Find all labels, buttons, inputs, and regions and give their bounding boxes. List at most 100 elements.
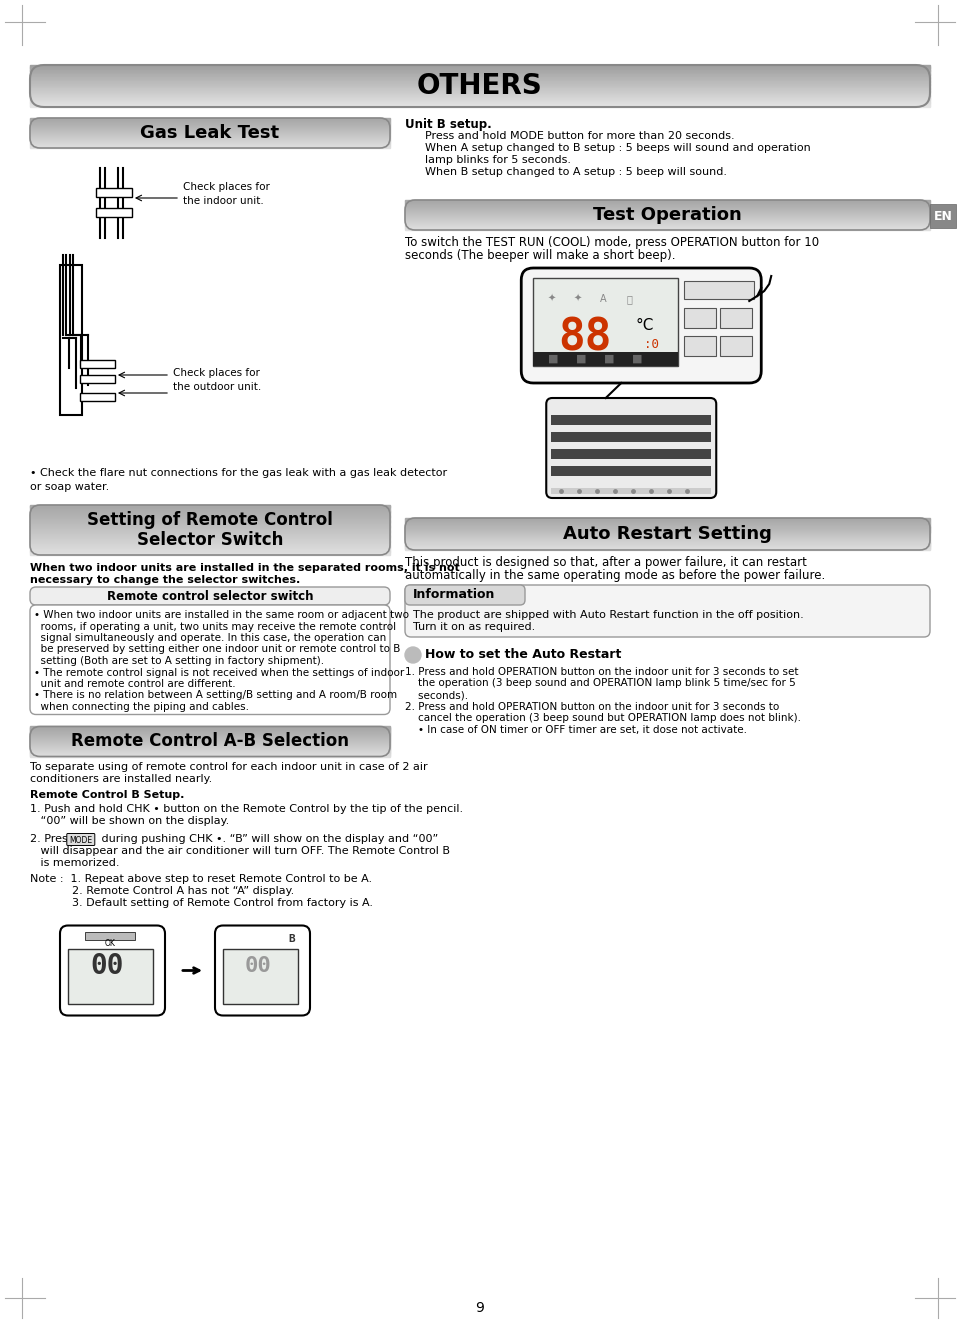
Bar bbox=[30, 522, 390, 525]
Bar bbox=[96, 188, 132, 197]
Text: Unit B setup.: Unit B setup. bbox=[405, 118, 492, 131]
Bar bbox=[405, 201, 930, 204]
Bar bbox=[405, 229, 930, 230]
Text: To switch the TEST RUN (COOL) mode, press OPERATION button for 10: To switch the TEST RUN (COOL) mode, pres… bbox=[405, 237, 819, 249]
Text: 9: 9 bbox=[475, 1301, 485, 1315]
Bar bbox=[405, 219, 930, 221]
Bar bbox=[405, 208, 930, 209]
Bar bbox=[405, 214, 930, 215]
Bar bbox=[30, 732, 390, 734]
Bar bbox=[30, 75, 930, 78]
Bar bbox=[30, 89, 930, 90]
Text: Test Operation: Test Operation bbox=[593, 206, 742, 223]
Bar bbox=[30, 87, 930, 89]
Bar bbox=[405, 520, 930, 521]
Bar bbox=[684, 282, 755, 299]
Bar bbox=[405, 213, 930, 215]
Bar bbox=[30, 508, 390, 510]
Bar bbox=[405, 206, 930, 208]
Bar bbox=[30, 122, 390, 123]
Bar bbox=[30, 512, 390, 513]
Bar bbox=[223, 948, 298, 1003]
Text: A: A bbox=[600, 293, 607, 304]
Bar bbox=[30, 739, 390, 740]
Text: ON/OFF: ON/OFF bbox=[700, 282, 738, 290]
Text: • Check the flare nut connections for the gas leak with a gas leak detector
or s: • Check the flare nut connections for th… bbox=[30, 468, 447, 492]
Bar bbox=[30, 73, 930, 75]
Bar bbox=[405, 543, 930, 545]
Bar bbox=[30, 97, 930, 99]
Bar bbox=[30, 742, 390, 743]
Bar bbox=[30, 732, 390, 735]
Bar bbox=[30, 506, 390, 509]
FancyBboxPatch shape bbox=[30, 605, 390, 714]
Text: seconds (The beeper will make a short beep).: seconds (The beeper will make a short be… bbox=[405, 249, 676, 262]
Bar bbox=[30, 726, 390, 727]
Bar bbox=[405, 200, 930, 201]
Bar bbox=[30, 137, 390, 139]
Bar bbox=[30, 525, 390, 526]
Bar bbox=[30, 65, 930, 66]
Bar bbox=[30, 147, 390, 148]
Text: When B setup changed to A setup : 5 beep will sound.: When B setup changed to A setup : 5 beep… bbox=[425, 167, 727, 177]
Bar bbox=[80, 360, 115, 368]
Text: unit and remote control are different.: unit and remote control are different. bbox=[34, 680, 235, 689]
FancyBboxPatch shape bbox=[405, 586, 525, 605]
Bar bbox=[405, 517, 930, 520]
Text: ✦: ✦ bbox=[573, 293, 582, 304]
Text: conditioners are installed nearly.: conditioners are installed nearly. bbox=[30, 775, 212, 784]
Bar bbox=[30, 144, 390, 145]
Bar bbox=[30, 740, 390, 742]
Bar bbox=[30, 539, 390, 542]
Bar bbox=[405, 533, 930, 534]
Bar bbox=[30, 530, 390, 531]
Bar bbox=[405, 212, 930, 213]
Bar bbox=[30, 754, 390, 755]
Text: To separate using of remote control for each indoor unit in case of 2 air: To separate using of remote control for … bbox=[30, 763, 427, 772]
Bar bbox=[30, 550, 390, 551]
Text: ■: ■ bbox=[576, 354, 587, 364]
Bar bbox=[405, 204, 930, 205]
Bar bbox=[30, 69, 930, 70]
Text: necessary to change the selector switches.: necessary to change the selector switche… bbox=[30, 575, 300, 586]
Bar bbox=[405, 205, 930, 206]
Bar bbox=[30, 102, 930, 104]
Bar bbox=[405, 209, 930, 212]
Bar bbox=[30, 93, 930, 94]
Bar bbox=[30, 119, 390, 122]
Bar bbox=[30, 730, 390, 731]
Bar bbox=[405, 521, 930, 522]
Bar bbox=[30, 534, 390, 537]
Bar bbox=[30, 746, 390, 747]
Bar bbox=[30, 98, 930, 100]
Bar bbox=[720, 336, 753, 356]
Bar bbox=[80, 375, 115, 383]
Bar bbox=[30, 126, 390, 127]
Bar bbox=[30, 100, 930, 103]
Bar bbox=[405, 545, 930, 546]
Bar bbox=[30, 127, 390, 130]
Text: ⏻: ⏻ bbox=[626, 293, 633, 304]
Bar bbox=[405, 227, 930, 229]
Bar bbox=[30, 119, 390, 120]
Bar bbox=[30, 738, 390, 739]
Bar bbox=[30, 747, 390, 748]
Bar bbox=[30, 728, 390, 730]
Bar bbox=[405, 525, 930, 526]
Bar bbox=[405, 534, 930, 537]
Bar bbox=[405, 222, 930, 223]
Bar bbox=[30, 509, 390, 512]
Text: ■: ■ bbox=[604, 354, 614, 364]
Bar bbox=[930, 204, 956, 227]
Bar bbox=[405, 529, 930, 531]
Bar bbox=[30, 728, 390, 731]
Bar bbox=[30, 746, 390, 747]
Bar bbox=[30, 742, 390, 743]
FancyBboxPatch shape bbox=[67, 833, 95, 846]
Bar bbox=[30, 106, 930, 107]
Text: ■: ■ bbox=[632, 354, 642, 364]
Bar bbox=[405, 202, 930, 204]
Bar bbox=[30, 743, 390, 744]
Bar bbox=[30, 136, 390, 137]
Bar bbox=[30, 120, 390, 122]
